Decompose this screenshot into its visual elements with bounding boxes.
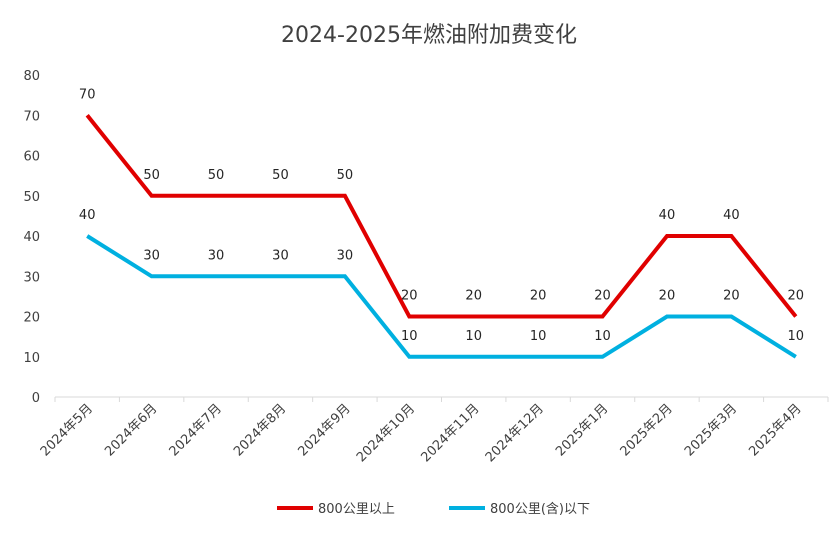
- data-label: 30: [208, 248, 225, 263]
- data-label: 20: [659, 289, 676, 304]
- y-tick-label: 10: [23, 351, 40, 366]
- y-tick-label: 30: [23, 270, 40, 285]
- x-tick-label: 2024年8月: [231, 401, 289, 459]
- y-tick-label: 70: [23, 109, 40, 124]
- x-tick-label: 2025年1月: [553, 401, 611, 459]
- legend-label: 800公里(含)以下: [490, 501, 590, 517]
- legend: 800公里以上 800公里(含)以下: [277, 501, 590, 517]
- data-label: 40: [723, 208, 740, 223]
- data-label: 20: [401, 289, 418, 304]
- series-layer: 70 50 50 50 50 20 20 20 20 40 40 20 40 30 30 30 30 10 10 10…: [79, 87, 805, 359]
- data-label: 20: [594, 289, 611, 304]
- legend-item-2: 800公里(含)以下: [449, 501, 590, 517]
- data-label: 50: [337, 168, 354, 183]
- legend-item-1: 800公里以上: [277, 502, 395, 517]
- x-tick-label: 2024年5月: [38, 401, 96, 459]
- data-label: 70: [79, 87, 96, 102]
- data-label: 30: [272, 248, 289, 263]
- y-tick-label: 60: [23, 150, 40, 165]
- chart-title: 2024-2025年燃油附加费变化: [281, 23, 577, 48]
- series-1: 70 50 50 50 50 20 20 20 20 40 40 20: [79, 87, 805, 319]
- data-label: 10: [465, 329, 482, 344]
- x-tick-label: 2025年3月: [682, 401, 740, 459]
- data-label: 50: [272, 168, 289, 183]
- x-tick-label: 2024年11月: [418, 401, 482, 465]
- data-label: 40: [659, 208, 676, 223]
- series-2: 40 30 30 30 30 10 10 10 10 20 20 10: [79, 208, 805, 359]
- legend-label: 800公里以上: [318, 502, 395, 517]
- x-tick-label: 2024年9月: [295, 401, 353, 459]
- data-label: 10: [530, 329, 547, 344]
- y-tick-label: 80: [23, 69, 40, 84]
- x-tick-label: 2024年6月: [102, 401, 160, 459]
- data-label: 20: [530, 289, 547, 304]
- series-line: [86, 234, 797, 359]
- x-tick-label: 2024年10月: [354, 401, 418, 465]
- x-tick-label: 2025年4月: [746, 401, 804, 459]
- y-tick-label: 50: [23, 190, 40, 205]
- data-label: 10: [788, 329, 805, 344]
- data-label: 10: [594, 329, 611, 344]
- data-label: 20: [788, 289, 805, 304]
- data-label: 10: [401, 329, 418, 344]
- data-label: 40: [79, 208, 96, 223]
- data-label: 20: [465, 289, 482, 304]
- data-label: 50: [143, 168, 160, 183]
- x-tick-label: 2025年2月: [618, 401, 676, 459]
- data-label: 20: [723, 289, 740, 304]
- y-tick-label: 20: [23, 311, 40, 326]
- data-label: 30: [143, 248, 160, 263]
- data-label: 50: [208, 168, 225, 183]
- x-tick-label: 2024年12月: [483, 401, 547, 465]
- series-line: [85, 114, 798, 319]
- data-label: 30: [337, 248, 354, 263]
- y-tick-label: 0: [32, 391, 40, 406]
- y-tick-label: 40: [23, 230, 40, 245]
- x-tick-label: 2024年7月: [167, 401, 225, 459]
